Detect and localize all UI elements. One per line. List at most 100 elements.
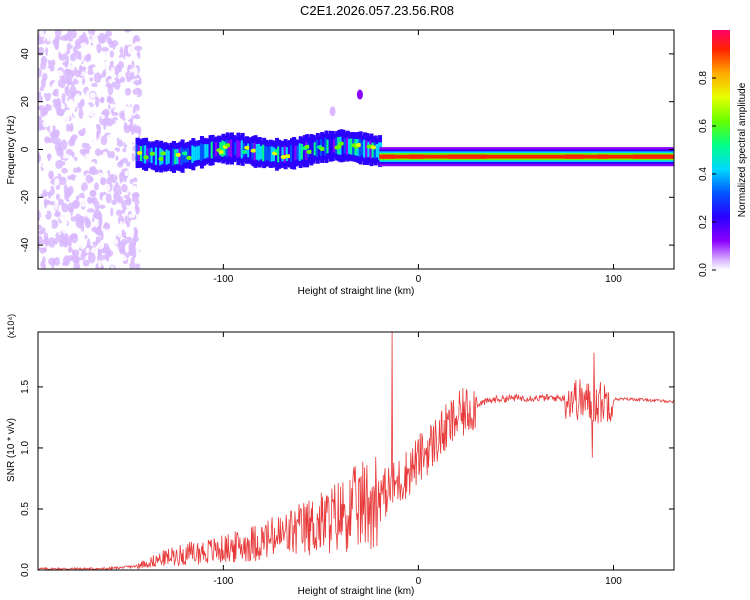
heatmap-cell — [68, 37, 73, 42]
heatmap-cell — [110, 173, 118, 184]
heatmap-cell — [56, 109, 65, 117]
heatmap-cell — [38, 110, 41, 117]
heatmap-cell — [300, 143, 305, 160]
heatmap-cell — [238, 141, 243, 157]
y-tick-label: 1.0 — [20, 441, 31, 455]
heatmap-cell — [99, 157, 105, 167]
heatmap-cell — [133, 226, 138, 233]
heatmap-cell — [84, 46, 88, 52]
heatmap-cell — [111, 111, 119, 117]
heatmap-cell — [84, 151, 90, 162]
heatmap-cell — [218, 150, 225, 155]
heatmap-cell — [127, 64, 133, 70]
heatmap-cell — [54, 142, 61, 152]
heatmap-cell — [370, 145, 377, 150]
heatmap-cell — [45, 30, 52, 42]
heatmap-cell — [89, 77, 93, 82]
heatmap-cell — [236, 139, 241, 158]
spectrogram-y-label: Frequency (Hz) — [6, 116, 17, 185]
colorbar-ticks: 0.0 0.2 0.4 0.6 0.8 — [698, 71, 716, 277]
heatmap-cell — [55, 70, 64, 77]
heatmap-cell — [266, 146, 271, 161]
heatmap-cell — [97, 254, 103, 263]
heatmap-cell — [58, 86, 63, 98]
heatmap-cell — [343, 138, 348, 154]
heatmap-cell — [232, 141, 237, 157]
heatmap-cell — [313, 142, 318, 156]
snr-x-label: Height of straight line (km) — [298, 586, 415, 597]
heatmap-cell — [123, 121, 128, 131]
heatmap-cell — [120, 36, 124, 44]
heatmap-cell — [99, 216, 103, 226]
heatmap-cell — [197, 145, 202, 160]
heatmap-cell — [132, 177, 138, 183]
heatmap-cell — [61, 75, 70, 84]
heatmap-cell — [294, 145, 299, 161]
heatmap-cell — [73, 261, 77, 269]
heatmap-cell — [311, 141, 316, 158]
heatmap-cell — [375, 144, 380, 158]
heatmap-cell — [360, 141, 365, 156]
heatmap-cell — [115, 131, 120, 138]
heatmap-cell — [38, 35, 43, 45]
heatmap-cell — [102, 61, 108, 70]
heatmap-cell — [103, 200, 108, 206]
heatmap-cell — [117, 195, 124, 204]
heatmap-cell — [112, 170, 119, 176]
heatmap-cell — [186, 155, 193, 160]
heatmap-spot — [356, 89, 363, 100]
heatmap-cell — [63, 249, 69, 256]
heatmap-cell — [341, 137, 346, 155]
heatmap-cell — [158, 156, 165, 161]
heatmap-cell — [73, 156, 78, 162]
heatmap-cell — [355, 143, 362, 148]
heatmap-cell — [227, 140, 232, 157]
heatmap-cell — [40, 78, 46, 89]
heatmap-cell — [103, 48, 109, 60]
heatmap-cell — [47, 138, 53, 144]
y-tick-label: -20 — [20, 190, 31, 205]
heatmap-cell — [102, 151, 108, 160]
heatmap-cell — [55, 159, 64, 169]
heatmap-cell — [159, 147, 164, 166]
heatmap-cell — [47, 219, 53, 229]
heatmap-cell — [104, 112, 109, 119]
heatmap-cell — [240, 140, 245, 159]
heatmap-cell — [69, 122, 74, 133]
heatmap-cell — [61, 202, 69, 213]
heatmap-narrow-line — [379, 147, 674, 167]
heatmap-cell — [57, 198, 64, 206]
x-tick-label: 0 — [416, 274, 422, 285]
heatmap-cell — [70, 233, 78, 244]
heatmap-cell — [72, 249, 80, 257]
heatmap-cell — [58, 234, 64, 244]
heatmap-cell — [43, 209, 48, 216]
heatmap-cell — [110, 265, 115, 269]
heatmap-cell — [110, 207, 114, 217]
heatmap-cell — [91, 115, 97, 122]
heatmap-cell — [70, 135, 77, 142]
heatmap-cell — [124, 87, 132, 96]
colorbar-label: Normalized spectral amplitude — [737, 82, 748, 217]
heatmap-cell — [59, 253, 63, 264]
heatmap-cell — [73, 167, 78, 174]
heatmap-cell — [63, 184, 68, 195]
heatmap-cell — [67, 246, 73, 253]
heatmap-cell — [328, 137, 333, 155]
heatmap-cell — [67, 185, 74, 195]
heatmap-cell — [43, 90, 52, 102]
heatmap-cell — [224, 143, 231, 148]
colorbar-tick-label: 0.2 — [698, 215, 709, 229]
heatmap-cell — [107, 97, 115, 104]
heatmap-cell — [81, 182, 88, 192]
heatmap-cell — [149, 151, 156, 156]
heatmap-cell — [80, 202, 87, 208]
heatmap-cell — [257, 143, 262, 161]
heatmap-cell — [148, 148, 153, 162]
heatmap-cell — [80, 175, 86, 180]
y-tick-label: 1.5 — [20, 380, 31, 394]
heatmap-cell — [373, 142, 378, 159]
heatmap-cell — [281, 147, 286, 162]
heatmap-cell — [274, 148, 281, 153]
heatmap-cell — [345, 137, 350, 155]
